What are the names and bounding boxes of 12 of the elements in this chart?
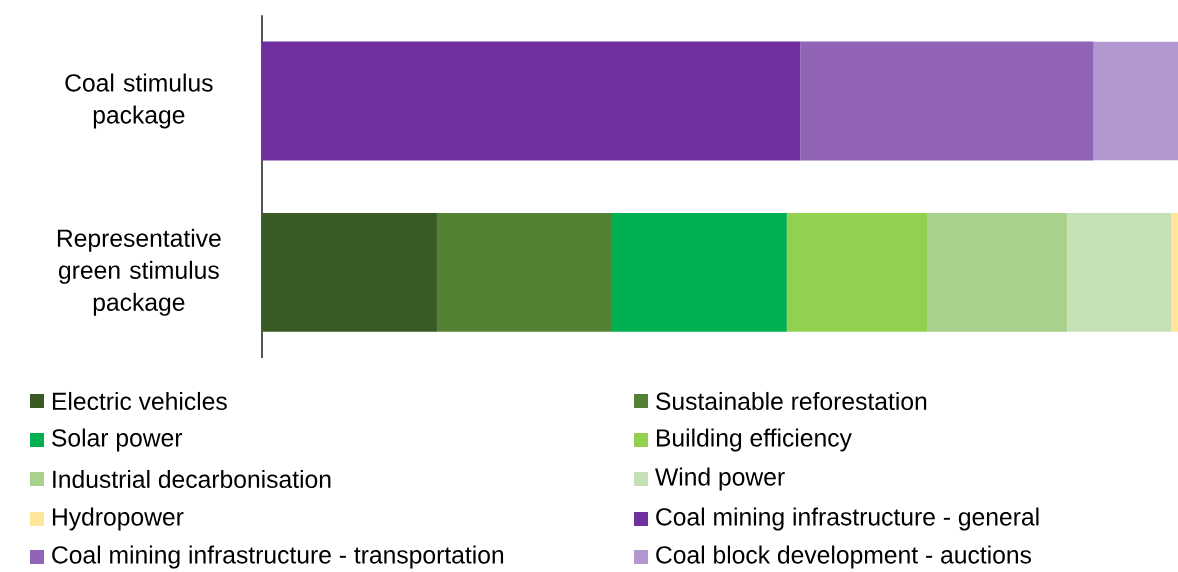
legend-label: Industrial decarbonisation	[53, 469, 331, 489]
legend-label: Coal mining infrastructure - transportation	[52, 545, 504, 569]
y-tick-label: Coal stimulus package	[65, 73, 213, 129]
legend-label: Wind power	[655, 467, 785, 491]
legend-label: Hydropower	[52, 507, 184, 531]
legend-label: Solar power	[52, 428, 183, 452]
legend-label: Electric vehicles	[52, 391, 227, 411]
legend-label: Coal block development - auctions	[656, 545, 1032, 569]
legend-label: Sustainable reforestation	[656, 391, 927, 411]
legend-label: Coal mining infrastructure - general	[656, 507, 1039, 531]
legend-label: Building efficiency	[656, 428, 852, 452]
y-tick-label: Representative green stimulus package	[57, 228, 221, 316]
